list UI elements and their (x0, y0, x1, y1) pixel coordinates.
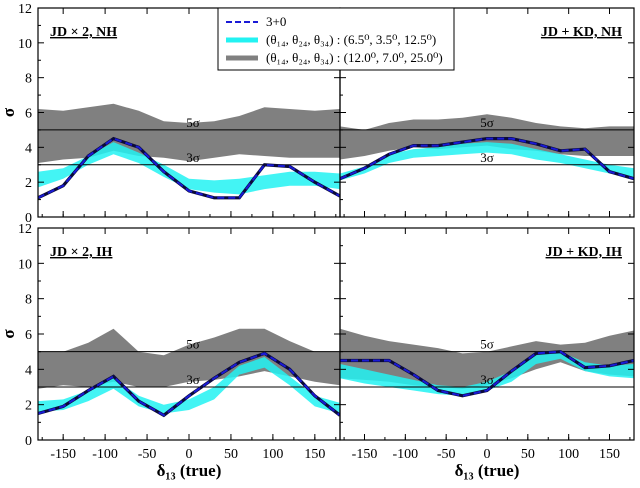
band-small-mixing (340, 142, 634, 181)
panel-3: 5σ 3σ 0 2 4 6 8 10 12 σ -150 -100 -50 0 50 100 150 δ₁₃ (t… (0, 222, 341, 480)
panel-label: JD + KD, NH (541, 25, 622, 40)
sigma-label: 5σ (186, 337, 200, 352)
y-tick-label: 4 (25, 141, 32, 156)
legend: 3+0 (θ₁₄, θ₂₄, θ₃₄) : (6.5⁰, 3.5⁰, 12.5⁰)… (217, 7, 455, 71)
panel-label: JD × 2, NH (50, 25, 117, 40)
x-tick-label: 50 (224, 447, 238, 462)
panel-1: 5σ 3σ 0 2 4 6 8 10 12 σ JD × 2, NH (0, 2, 341, 226)
plot-area (340, 114, 634, 181)
plot-area (340, 328, 634, 398)
panel-2: 5σ 3σ JD + KD, NH (339, 7, 635, 218)
y-axis-label: σ (0, 329, 18, 339)
y-tick-label: 4 (25, 363, 32, 378)
x-tick-label: -100 (92, 447, 118, 462)
legend-text-band1: (θ₁₄, θ₂₄, θ₃₄) : (6.5⁰, 3.5⁰, 12.5⁰) (266, 32, 436, 47)
x-tick-label: 0 (186, 447, 193, 462)
y-tick-label: 10 (18, 37, 32, 52)
y-tick-label: 6 (25, 328, 32, 343)
x-tick-label: 150 (304, 447, 325, 462)
panel-label: JD + KD, IH (546, 245, 623, 260)
y-tick-label: 0 (25, 211, 32, 226)
x-tick-label: 0 (484, 447, 491, 462)
band-small-mixing (38, 357, 340, 414)
x-tick-label: -100 (392, 447, 418, 462)
y-axis-label: σ (0, 107, 18, 117)
sigma-label: 5σ (480, 115, 494, 130)
y-tick-label: 8 (25, 72, 32, 87)
y-tick-label: 0 (25, 434, 32, 449)
y-tick-label: 8 (25, 293, 32, 308)
sigma-label: 5σ (480, 337, 494, 352)
plot-area (38, 103, 340, 200)
sigma-label: 3σ (480, 150, 494, 165)
y-tick-label: 2 (25, 176, 32, 191)
line-3plus0 (38, 137, 340, 199)
sigma-label: 3σ (186, 150, 200, 165)
panel-4: 5σ 3σ -150 -100 -50 0 50 100 150 δ₁₃ (true) JD + K… (339, 227, 635, 480)
y-tick-label: 12 (18, 222, 32, 237)
line-3plus0 (340, 350, 634, 397)
x-tick-label: -50 (138, 447, 157, 462)
plot-area (38, 328, 340, 418)
line-3plus0 (340, 137, 634, 180)
sigma-label: 3σ (186, 372, 200, 387)
x-tick-label: -150 (50, 447, 76, 462)
legend-text-line: 3+0 (266, 14, 286, 29)
x-axis-label: δ₁₃ (true) (157, 461, 222, 480)
sigma-label: 3σ (480, 372, 494, 387)
sigma-label: 5σ (186, 115, 200, 130)
x-tick-label: -50 (437, 447, 456, 462)
band-large-mixing (340, 114, 634, 160)
band-small-mixing (340, 351, 634, 396)
x-tick-label: -150 (352, 447, 378, 462)
x-tick-label: 100 (262, 447, 283, 462)
x-tick-label: 50 (521, 447, 535, 462)
y-tick-label: 12 (18, 2, 32, 17)
legend-text-band2: (θ₁₄, θ₂₄, θ₃₄) : (12.0⁰, 7.0⁰, 25.0⁰) (266, 50, 443, 65)
line-3plus0 (38, 352, 340, 417)
y-tick-label: 10 (18, 257, 32, 272)
panel-label: JD × 2, IH (50, 245, 113, 260)
x-tick-label: 150 (599, 447, 620, 462)
y-tick-label: 6 (25, 107, 32, 122)
x-tick-label: 100 (558, 447, 579, 462)
band-small-mixing (38, 142, 340, 195)
x-axis-label: δ₁₃ (true) (455, 461, 520, 480)
band-large-mixing (38, 328, 340, 389)
y-tick-label: 2 (25, 399, 32, 414)
